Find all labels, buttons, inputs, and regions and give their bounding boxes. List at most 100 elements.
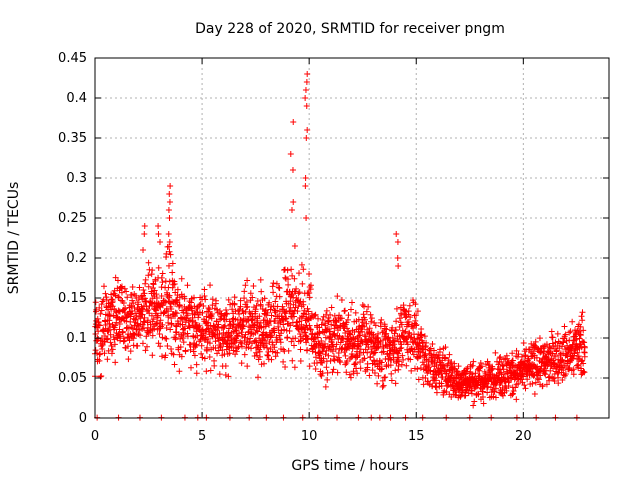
data-point [493, 385, 500, 392]
data-point [244, 277, 251, 284]
data-point [117, 333, 124, 340]
data-point [172, 329, 179, 336]
data-point [254, 298, 261, 305]
data-point [168, 345, 175, 352]
data-point [330, 366, 337, 373]
data-point [96, 322, 103, 329]
data-point [362, 333, 369, 340]
data-point [477, 384, 484, 391]
data-point [258, 288, 265, 295]
data-point [143, 333, 150, 340]
data-point [233, 337, 240, 344]
data-point [287, 304, 294, 311]
y-tick-label: 0.1 [66, 331, 87, 346]
data-point [575, 361, 582, 368]
data-point [404, 341, 411, 348]
data-point [513, 347, 520, 354]
data-point [150, 316, 157, 323]
data-point [249, 294, 256, 301]
data-point [136, 332, 143, 339]
data-point [121, 285, 128, 292]
data-point [255, 356, 262, 363]
data-point [226, 350, 233, 357]
data-point [285, 276, 292, 283]
data-point [188, 307, 195, 314]
data-point [440, 391, 447, 398]
data-point [156, 331, 163, 338]
data-point [270, 289, 277, 296]
data-point [312, 335, 319, 342]
data-point [407, 314, 414, 321]
data-point [164, 342, 171, 349]
data-point [379, 365, 386, 372]
data-point [560, 338, 567, 345]
data-point [294, 308, 301, 315]
data-point [176, 302, 183, 309]
data-point [229, 306, 236, 313]
data-point [103, 336, 110, 343]
data-point [107, 313, 114, 320]
data-point [412, 317, 419, 324]
data-point [357, 365, 364, 372]
data-point [427, 367, 434, 374]
data-point [178, 315, 185, 322]
data-point [548, 328, 555, 335]
data-point [421, 333, 428, 340]
data-point [193, 341, 200, 348]
data-point [324, 376, 331, 383]
data-point [140, 318, 147, 325]
data-point [329, 369, 336, 376]
data-point [288, 338, 295, 345]
data-point [193, 361, 200, 368]
data-point [408, 334, 415, 341]
data-point [312, 311, 319, 318]
data-point [383, 330, 390, 337]
data-point [225, 325, 232, 332]
data-point [509, 350, 516, 357]
data-point [170, 281, 177, 288]
data-point [289, 167, 296, 173]
data-point [158, 274, 165, 281]
data-point [346, 343, 353, 350]
data-point [549, 374, 556, 381]
data-point [303, 347, 310, 354]
data-point [415, 376, 422, 383]
data-point [261, 360, 268, 367]
data-point [268, 332, 275, 339]
data-point [144, 317, 151, 324]
data-point [121, 306, 128, 313]
data-point [272, 317, 279, 324]
data-point [150, 290, 157, 297]
data-point [103, 297, 110, 304]
data-point [165, 314, 172, 321]
data-point [247, 335, 254, 342]
data-point [320, 355, 327, 362]
data-point [393, 318, 400, 325]
data-point [530, 348, 537, 355]
data-point [555, 380, 562, 387]
data-point [559, 376, 566, 383]
data-point [272, 307, 279, 314]
data-point [236, 310, 243, 317]
data-point [361, 316, 368, 323]
data-point [257, 319, 264, 326]
data-point [248, 317, 255, 324]
data-point [352, 360, 359, 367]
y-tick-label: 0.4 [66, 91, 87, 106]
data-point [141, 290, 148, 297]
data-point [257, 302, 264, 309]
data-point [302, 175, 309, 181]
data-point [470, 402, 477, 409]
data-point [165, 319, 172, 326]
data-point [265, 322, 272, 329]
data-point [500, 366, 507, 373]
data-point [422, 351, 429, 358]
data-point [451, 360, 458, 367]
data-point [198, 350, 205, 357]
data-point [155, 231, 162, 237]
data-point [166, 248, 173, 255]
data-point [323, 307, 330, 314]
data-point [380, 337, 387, 344]
data-point [395, 366, 402, 373]
data-point [203, 368, 210, 375]
